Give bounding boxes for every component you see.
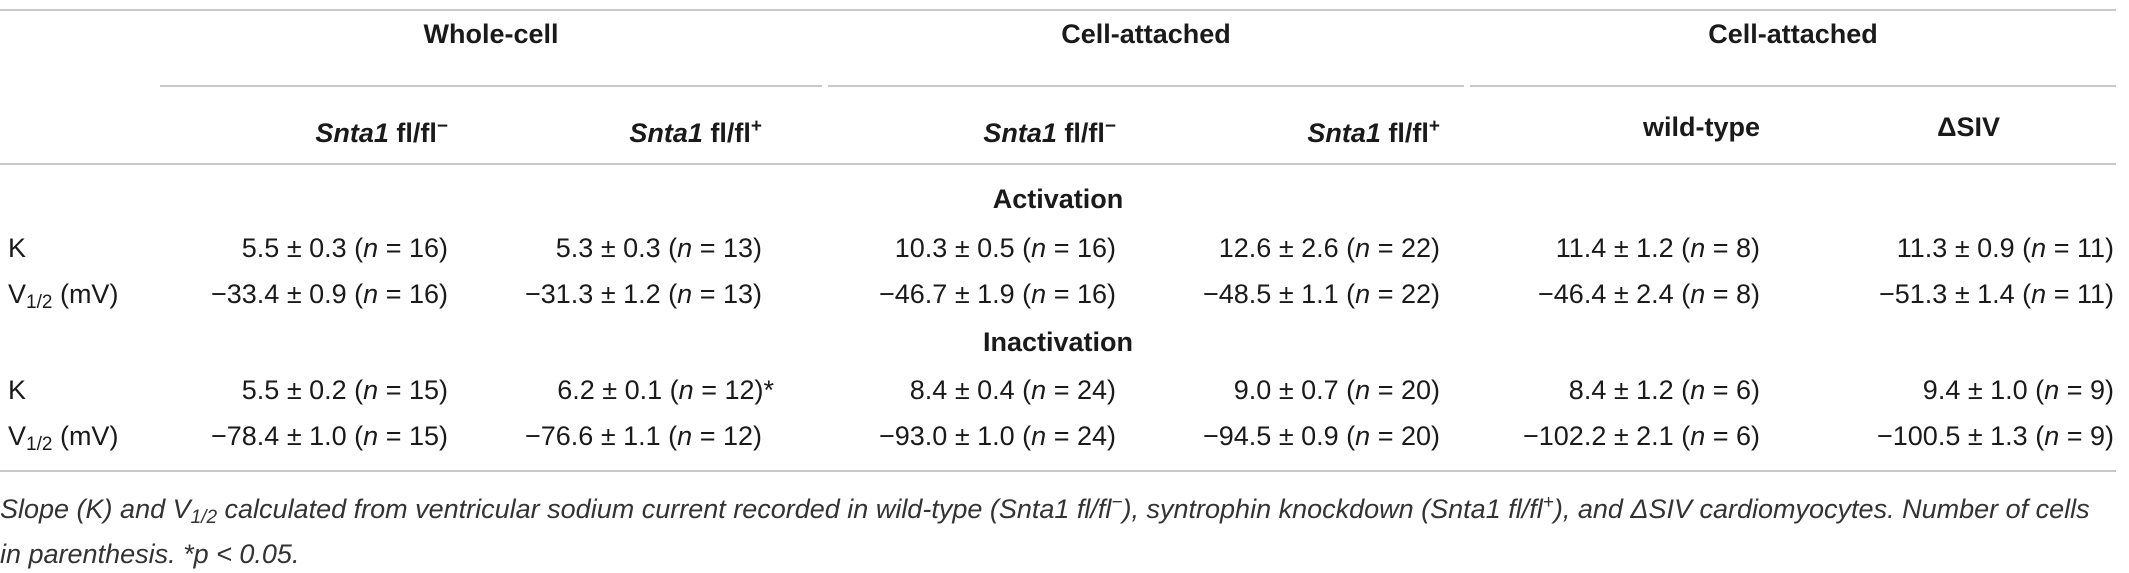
table-cell: 5.3 ± 0.3 (n = 13) xyxy=(555,233,762,263)
row-label-inactivation-v-half: V1/2 (mV) xyxy=(8,421,119,455)
group-rule-whole-cell xyxy=(160,85,822,87)
table-cell: −46.4 ± 2.4 (n = 8) xyxy=(1538,279,1760,309)
table-cell: 10.3 ± 0.5 (n = 16) xyxy=(894,233,1116,263)
group-rule-cell-attached-2 xyxy=(1470,85,2116,87)
table-cell: 5.5 ± 0.2 (n = 15) xyxy=(241,375,448,405)
table-cell: 9.4 ± 1.0 (n = 9) xyxy=(1922,375,2114,405)
table-bottom-rule xyxy=(0,470,2116,472)
table-cell: 11.3 ± 0.9 (n = 11) xyxy=(1896,233,2114,263)
table-top-rule xyxy=(0,9,2116,11)
table-cell: 8.4 ± 1.2 (n = 6) xyxy=(1568,375,1760,405)
section-title-activation: Activation xyxy=(992,184,1124,214)
table-cell: 9.0 ± 0.7 (n = 20) xyxy=(1233,375,1440,405)
column-header-cell-attached-minus: Snta1 fl/fl− xyxy=(983,116,1116,148)
table-cell: 11.4 ± 1.2 (n = 8) xyxy=(1555,233,1760,263)
table-cell: 5.5 ± 0.3 (n = 16) xyxy=(241,233,448,263)
table-cell: 8.4 ± 0.4 (n = 24) xyxy=(909,375,1116,405)
table-cell: −78.4 ± 1.0 (n = 15) xyxy=(211,421,448,451)
group-header-cell-attached-1: Cell-attached xyxy=(1061,19,1231,49)
group-header-whole-cell: Whole-cell xyxy=(423,19,559,49)
row-label-inactivation-k: K xyxy=(8,375,27,405)
group-rule-cell-attached-1 xyxy=(828,85,1464,87)
table-cell: 12.6 ± 2.6 (n = 22) xyxy=(1218,233,1440,263)
column-header-wild-type: wild-type xyxy=(1642,112,1760,142)
table-cell: −31.3 ± 1.2 (n = 13) xyxy=(525,279,762,309)
group-header-cell-attached-2: Cell-attached xyxy=(1708,19,1878,49)
table-cell: −46.7 ± 1.9 (n = 16) xyxy=(879,279,1116,309)
table-header-rule xyxy=(0,163,2116,165)
table-cell: −94.5 ± 0.9 (n = 20) xyxy=(1203,421,1440,451)
table-caption: Slope (K) and V1/2 calculated from ventr… xyxy=(0,492,2090,569)
table-cell: −48.5 ± 1.1 (n = 22) xyxy=(1203,279,1440,309)
row-label-activation-v-half: V1/2 (mV) xyxy=(8,279,119,313)
section-title-inactivation: Inactivation xyxy=(982,327,1134,357)
table-cell: −51.3 ± 1.4 (n = 11) xyxy=(1879,279,2114,309)
row-label-activation-k: K xyxy=(8,233,27,263)
column-header-cell-attached-plus: Snta1 fl/fl+ xyxy=(1307,116,1440,148)
table-cell: −76.6 ± 1.1 (n = 12) xyxy=(525,421,762,451)
table-cell: −100.5 ± 1.3 (n = 9) xyxy=(1877,421,2114,451)
table-cell: −93.0 ± 1.0 (n = 24) xyxy=(879,421,1116,451)
column-header-whole-cell-minus: Snta1 fl/fl− xyxy=(315,116,448,148)
table-cell: −102.2 ± 2.1 (n = 6) xyxy=(1523,421,1760,451)
column-header-whole-cell-plus: Snta1 fl/fl+ xyxy=(629,116,762,148)
table-cell: −33.4 ± 0.9 (n = 16) xyxy=(211,279,448,309)
table-cell: 6.2 ± 0.1 (n = 12)* xyxy=(557,375,774,405)
column-header-delta-siv: ΔSIV xyxy=(1937,112,2000,142)
